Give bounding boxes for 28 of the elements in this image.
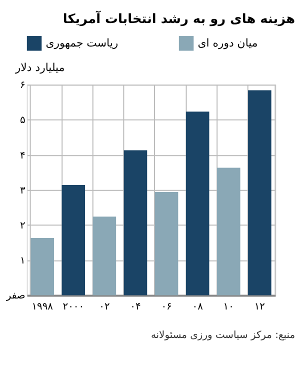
x-tick-label: ۰۲ [99, 302, 110, 313]
y-tick-label: ۲ [20, 220, 26, 232]
y-axis-title: میلیارد دلار [14, 61, 65, 74]
x-tick-label: ۱۰ [223, 302, 234, 313]
x-tick-label: ۰۴ [130, 302, 141, 313]
bar [30, 238, 54, 296]
chart-title: هزینه های رو به رشد انتخابات آمریکا [62, 10, 296, 27]
bar [124, 150, 148, 296]
bar [186, 112, 210, 296]
legend-label: ریاست جمهوری [46, 36, 118, 50]
y-tick-label: ۵ [20, 115, 26, 126]
bar [92, 216, 116, 296]
x-tick-label: ۱۲ [254, 302, 266, 313]
legend-label: میان دوره ای [198, 36, 258, 50]
x-tick-label: ۰۶ [161, 302, 172, 313]
y-tick-label: ۴ [20, 150, 26, 162]
y-tick-label: صفر [5, 290, 26, 302]
text: منبع: مرکز سیاست ورزی مسئولانه [150, 330, 296, 341]
x-tick-label: ۰۸ [192, 302, 204, 313]
bar [216, 168, 240, 296]
bar [62, 184, 86, 296]
y-tick-label: ۳ [20, 185, 26, 196]
bar [154, 192, 178, 296]
y-tick-label: ۱ [20, 256, 26, 267]
x-tick-label: ۲۰۰۰ [62, 302, 84, 313]
y-tick-label: ۶ [20, 80, 26, 92]
x-tick-label: ۱۹۹۸ [32, 302, 54, 313]
bar [248, 90, 272, 296]
